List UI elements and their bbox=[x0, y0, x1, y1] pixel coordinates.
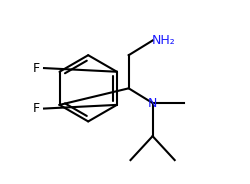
Text: F: F bbox=[33, 62, 40, 75]
Text: NH₂: NH₂ bbox=[152, 34, 176, 47]
Text: F: F bbox=[33, 102, 40, 115]
Text: N: N bbox=[148, 97, 157, 109]
